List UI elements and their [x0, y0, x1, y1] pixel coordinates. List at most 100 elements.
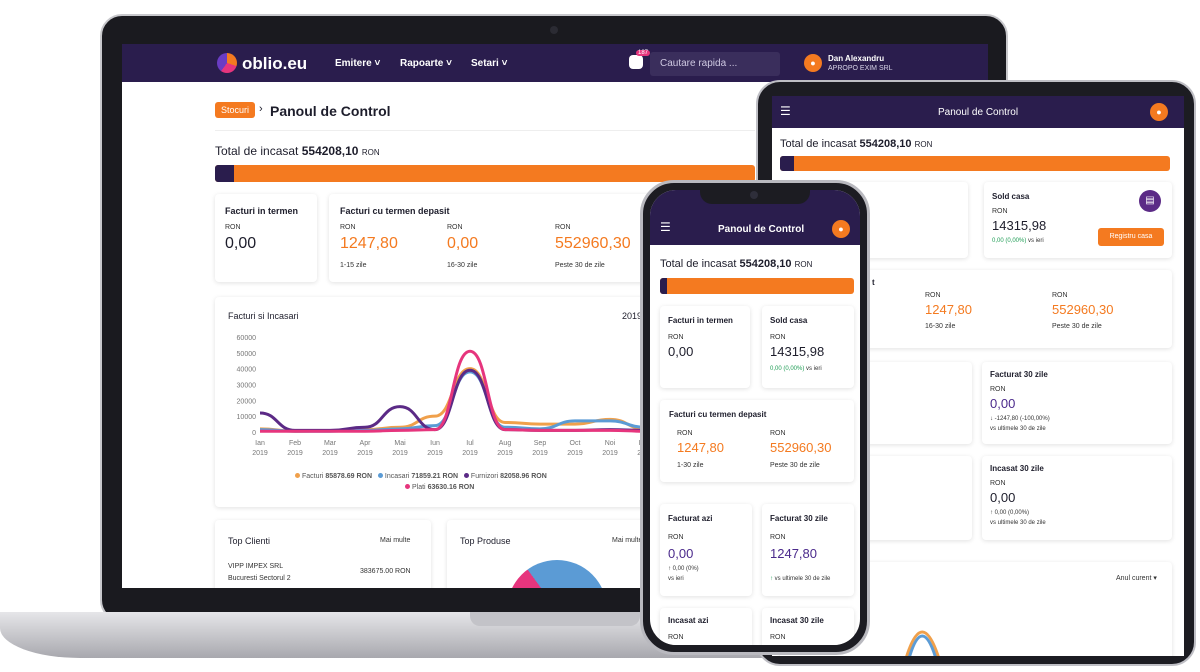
- card-sold-casa: Sold casa RON 14315,98 0,00 (0,00%) vs i…: [762, 306, 854, 388]
- card-incasat-azi: Incasat azi RON: [660, 608, 752, 645]
- chart-legend: Facturi 85878.69 RON Incasari 71859.21 R…: [295, 473, 547, 480]
- legend-furnizori[interactable]: Furnizori 82058.96 RON: [463, 473, 547, 480]
- card-title: Top Clienti: [228, 536, 271, 546]
- brand-name[interactable]: oblio.eu: [242, 54, 308, 73]
- legend-facturi[interactable]: Facturi 85878.69 RON: [295, 473, 372, 480]
- total-progress-fill: [215, 165, 234, 182]
- x-tick-label: Noi: [605, 440, 616, 447]
- menu-emitere[interactable]: Emitere ˅: [335, 58, 381, 69]
- mai-multe-link[interactable]: Mai multe: [380, 537, 411, 544]
- total-progress-bar: [660, 278, 854, 294]
- notification-badge: 187: [636, 50, 651, 56]
- caption: 16-30 zile: [925, 323, 956, 330]
- x-tick-label: Mai: [394, 440, 406, 447]
- card-title: Facturi cu termen depasit: [669, 410, 767, 419]
- search-input[interactable]: Cautare rapida ...: [650, 52, 780, 76]
- y-tick-label: 40000: [237, 367, 257, 374]
- total-label: Total de incasat 554208,10 RON: [660, 258, 813, 270]
- card-facturi-in-termen: Facturi in termen RON 0,00: [215, 194, 317, 282]
- currency-label: RON: [990, 480, 1006, 487]
- legend-plati[interactable]: Plati 63630.16 RON: [405, 484, 474, 491]
- card-facturat-azi: Facturat azi RON 0,00 ↑ 0,00 (0%) vs ier…: [660, 504, 752, 596]
- tablet-title: Panoul de Control: [938, 107, 1019, 118]
- breadcrumb-tag[interactable]: Stocuri: [215, 102, 256, 118]
- card-title: Facturi in termen: [668, 316, 733, 325]
- card-value: 0,00: [225, 235, 257, 252]
- client-name[interactable]: VIPP IMPEX SRL: [228, 563, 284, 570]
- user-company: APROPO EXIM SRL: [828, 65, 893, 72]
- x-tick-year: 2019: [497, 450, 513, 457]
- currency-label: RON: [668, 634, 684, 641]
- currency-label: RON: [992, 208, 1008, 215]
- card-facturi-depasit: Facturi cu termen depasit RON 1247,80 1-…: [329, 194, 659, 282]
- registru-casa-button[interactable]: Registru casa: [1098, 228, 1164, 246]
- user-avatar-icon[interactable]: ●: [832, 220, 850, 238]
- card-title: Facturi in termen: [225, 206, 299, 216]
- total-progress-bar: [780, 156, 1170, 171]
- y-tick-label: 0: [252, 430, 256, 437]
- notification-bell-icon[interactable]: [629, 55, 643, 69]
- currency-label: RON: [225, 224, 241, 231]
- mai-multe-link[interactable]: Mai multe: [612, 537, 643, 544]
- chart-card: Facturi si Incasari 2019 60000 50000 40000…: [215, 297, 655, 507]
- phone-title: Panoul de Control: [718, 224, 805, 235]
- card-title: Facturat 30 zile: [990, 370, 1048, 379]
- x-tick-label: Oct: [570, 440, 581, 447]
- currency-label: RON: [925, 292, 941, 299]
- divider: [215, 130, 755, 131]
- x-tick-year: 2019: [567, 450, 583, 457]
- x-tick-label: Mar: [324, 440, 337, 447]
- caption: Peste 30 de zile: [1052, 323, 1102, 330]
- x-tick-year: 2019: [462, 450, 478, 457]
- chart-year[interactable]: 2019: [622, 311, 643, 321]
- client-value: 383675.00 RON: [360, 568, 411, 575]
- change-suffix: vs ieri: [668, 576, 684, 582]
- top-navbar: oblio.eu Emitere ˅ Rapoarte ˅ Setari ˅ 1…: [122, 44, 988, 82]
- period-dropdown[interactable]: Anul curent ▾: [1116, 575, 1157, 582]
- currency-label: RON: [555, 224, 571, 231]
- card-title: Incasat 30 zile: [770, 616, 824, 625]
- card-value: 14315,98: [770, 344, 825, 359]
- card-facturat-30-zile: Facturat 30 zile RON 0,00 ↓ -1247,80 (-1…: [982, 362, 1172, 444]
- value-1-15: 1247,80: [925, 302, 972, 317]
- tablet-navbar: ☰ Panoul de Control ●: [772, 96, 1184, 128]
- menu-rapoarte[interactable]: Rapoarte ˅: [400, 58, 452, 69]
- line-chart: 60000 50000 40000 30000 20000 10000 0 Ian 2019 Fe…: [237, 335, 653, 457]
- x-tick-year: 2019: [357, 450, 373, 457]
- card-title: Incasat azi: [668, 616, 709, 625]
- series-line-plati[interactable]: [260, 349, 646, 433]
- change-line: ↑ 0,00 (0%): [668, 566, 699, 572]
- card-sold-casa: Sold casa ▤ RON 14315,98 0,00 (0,00%) vs…: [984, 182, 1172, 258]
- total-progress-fill: [660, 278, 667, 294]
- user-avatar-icon[interactable]: ●: [1150, 103, 1168, 121]
- card-top-clienti: Top Clienti Mai multe VIPP IMPEX SRL Buc…: [215, 520, 431, 588]
- phone-notch: [700, 188, 810, 204]
- card-title: Incasat 30 zile: [990, 464, 1044, 473]
- cash-register-icon: ▤: [1139, 190, 1161, 212]
- caption-peste-30: Peste 30 de zile: [555, 262, 605, 269]
- x-tick-year: 2019: [287, 450, 303, 457]
- card-value: 0,00: [668, 546, 694, 561]
- change-line: 0,00 (0,00%) vs ieri: [992, 238, 1044, 244]
- x-tick-year: 2019: [252, 450, 268, 457]
- x-tick-year: 2019: [532, 450, 548, 457]
- card-value: 0,00: [990, 396, 1016, 411]
- user-avatar-icon[interactable]: ●: [804, 54, 822, 72]
- currency-label: RON: [770, 334, 786, 341]
- currency-label: RON: [447, 224, 463, 231]
- change-line: 0,00 (0,00%) vs ieri: [770, 366, 822, 372]
- card-title: t: [872, 278, 875, 287]
- total-label: Total de incasat 554208,10 RON: [215, 144, 380, 158]
- hamburger-menu-icon[interactable]: ☰: [780, 104, 791, 118]
- card-facturi-depasit: Facturi cu termen depasit RON 1247,80 1-…: [660, 400, 854, 482]
- user-name[interactable]: Dan Alexandru: [828, 54, 885, 63]
- card-facturi-in-termen: Facturi in termen RON 0,00: [660, 306, 750, 388]
- y-tick-label: 50000: [237, 351, 257, 358]
- hamburger-menu-icon[interactable]: ☰: [660, 220, 671, 234]
- x-tick-label: Iun: [430, 440, 440, 447]
- x-tick-label: Feb: [289, 440, 301, 447]
- legend-incasari[interactable]: Incasari 71859.21 RON: [377, 473, 458, 480]
- value-peste-30: 552960,30: [1052, 302, 1114, 317]
- menu-setari[interactable]: Setari ˅: [471, 58, 508, 69]
- currency-label: RON: [340, 224, 356, 231]
